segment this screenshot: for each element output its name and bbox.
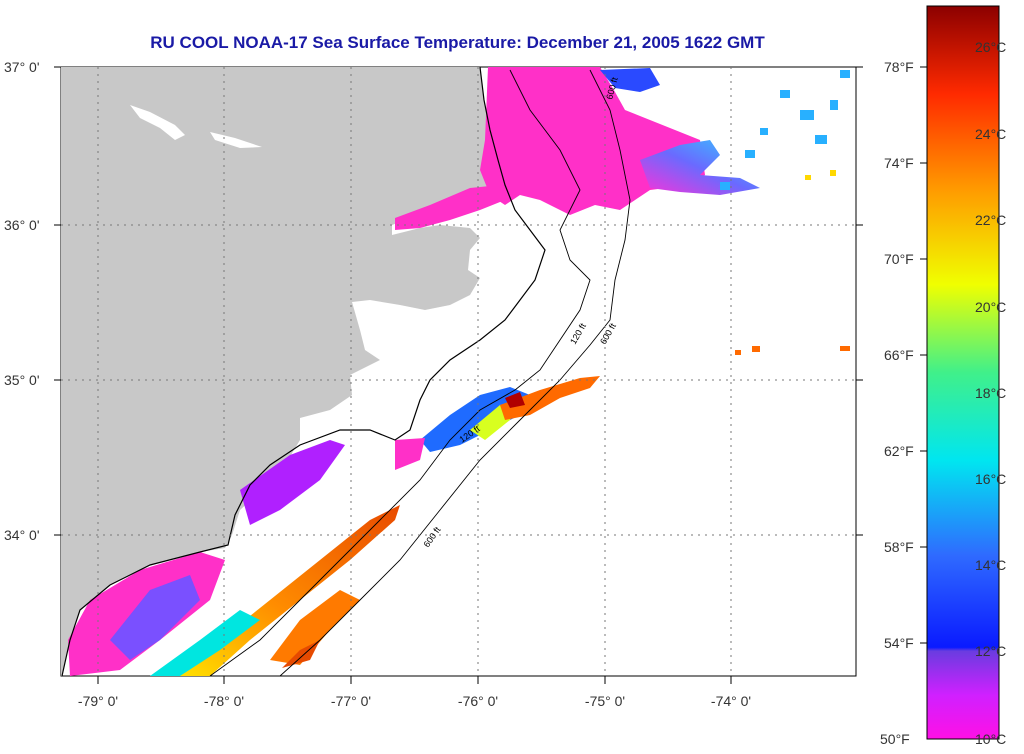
celsius-label: 18°C [975,385,1006,401]
fahrenheit-label: 74°F [884,155,914,171]
sst-cold-shelf [395,438,425,470]
sst-gulf-stream [500,376,600,420]
fahrenheit-label: 58°F [884,539,914,555]
sst-warm-band [282,640,320,668]
celsius-label: 10°C [975,731,1006,747]
celsius-label: 12°C [975,643,1006,659]
lon-label: -78° 0' [204,693,244,709]
sst-speckles [735,346,850,355]
lat-label: 37° 0' [4,59,40,75]
sst-warm-band [150,610,260,676]
celsius-label: 16°C [975,471,1006,487]
sst-gulf-stream [420,387,530,452]
fahrenheit-label: 62°F [884,443,914,459]
fahrenheit-label: 50°F [880,731,910,747]
lon-label: -74° 0' [711,693,751,709]
color-bar [926,5,1000,740]
fahrenheit-label: 54°F [884,635,914,651]
land-mass [61,67,505,676]
sst-gulf-stream [505,392,525,408]
isobath-120ft [209,69,591,676]
lon-label: -79° 0' [78,693,118,709]
lon-label: -75° 0' [585,693,625,709]
colorbar-ticks [920,66,927,644]
celsius-label: 14°C [975,557,1006,573]
lake [130,105,185,140]
map-title: RU COOL NOAA-17 Sea Surface Temperature:… [150,33,765,52]
lat-label: 35° 0' [4,372,40,388]
sst-cool-band [640,140,760,195]
sst-warm-band [160,505,400,676]
celsius-label: 24°C [975,126,1006,142]
celsius-label: 22°C [975,212,1006,228]
celsius-label: 20°C [975,299,1006,315]
fahrenheit-label: 66°F [884,347,914,363]
fahrenheit-label: 70°F [884,251,914,267]
sst-cold-shelf [110,575,200,660]
fahrenheit-label: 78°F [884,59,914,75]
lat-label: 36° 0' [4,217,40,233]
sst-cold-plume [395,185,505,230]
lon-label: -76° 0' [458,693,498,709]
celsius-label: 26°C [975,39,1006,55]
sst-warm-band [270,590,360,665]
axis-ticks [54,66,863,684]
sst-cold-shelf [240,440,345,525]
lake [210,132,262,148]
sst-speckles [805,170,836,180]
lon-label: -77° 0' [331,693,371,709]
sst-speckles [720,70,850,190]
sst-cold-plume [600,68,660,92]
isobath-600ft [279,69,631,676]
lat-label: 34° 0' [4,527,40,543]
coastline [61,67,546,676]
